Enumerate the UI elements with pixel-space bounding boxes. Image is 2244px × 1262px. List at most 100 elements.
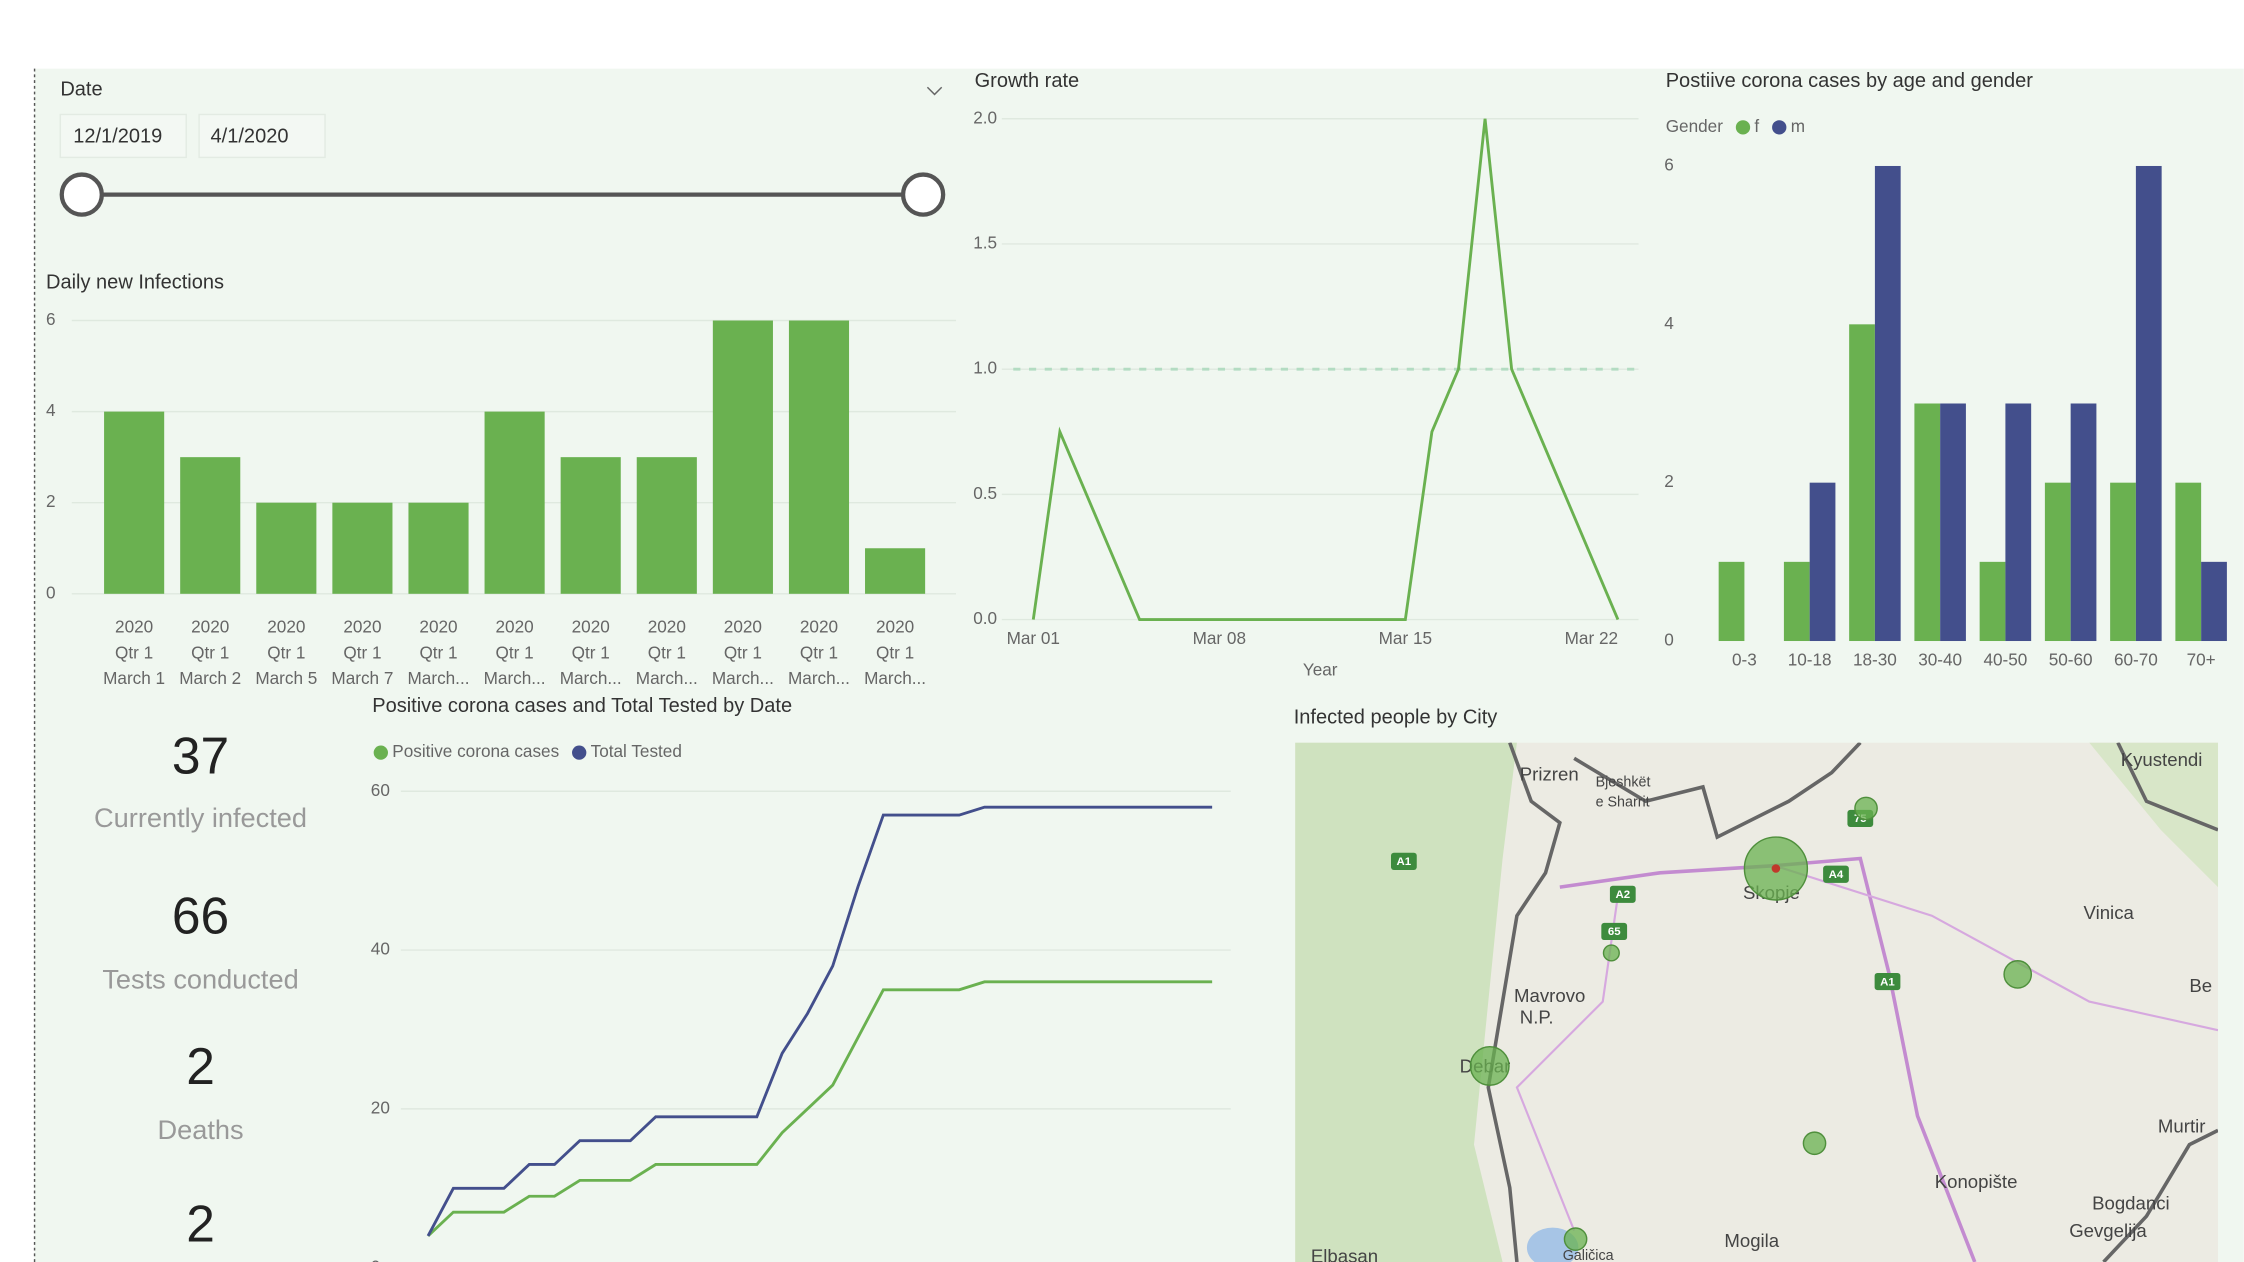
place-label: Mogila (1724, 1230, 1779, 1251)
legend-label: Total Tested (591, 741, 682, 761)
y-tick-label: 4 (1664, 313, 1674, 333)
place-label: N.P. (1520, 1007, 1554, 1028)
x-tick-label: 0-3 (1732, 650, 1757, 670)
road-shield (1601, 922, 1628, 941)
bar (332, 502, 393, 594)
slider-handle[interactable] (59, 172, 104, 217)
bar (1874, 165, 1901, 642)
y-tick-label: 2 (46, 491, 56, 511)
slider-handle[interactable] (900, 172, 946, 217)
x-tick-label: 2020 (115, 617, 153, 637)
end-input[interactable] (198, 113, 326, 159)
x-tick-label: Qtr 1 (267, 642, 305, 662)
place-label: Bogdanci (2092, 1193, 2170, 1214)
place-label: Murtir (2158, 1115, 2206, 1136)
x-tick-label: 2020 (419, 617, 457, 637)
start-input[interactable] (59, 113, 187, 159)
x-tick-label: Qtr 1 (724, 642, 762, 662)
x-tick-label: March 7 (331, 668, 393, 688)
city-bubble (1563, 1227, 1588, 1251)
bar (1914, 403, 1941, 642)
line (426, 805, 1213, 1237)
border (2102, 1128, 2219, 1262)
bar (2070, 403, 2097, 642)
chart-title: Daily new Infections (46, 272, 224, 294)
x-tick-label: Mar 15 (1379, 628, 1432, 648)
road-shield (1874, 972, 1901, 991)
bar (2135, 165, 2162, 642)
legend-label: f (1754, 116, 1759, 136)
chart-title: Postiive corona cases by age and gender (1666, 70, 2034, 92)
y-tick-label: 0.0 (973, 608, 997, 628)
x-tick-label: March... (560, 668, 622, 688)
x-tick-label: 10-18 (1788, 650, 1832, 670)
x-tick-label: March 2 (179, 668, 241, 688)
x-tick-label: 2020 (876, 617, 914, 637)
x-tick-label: March... (636, 668, 698, 688)
bar (560, 457, 621, 594)
x-tick-label: 18-30 (1853, 650, 1897, 670)
y-tick-label: 2 (1664, 471, 1674, 491)
x-tick-label: Qtr 1 (572, 642, 610, 662)
place-label: Be (2189, 975, 2212, 996)
legend-label: Positive corona cases (392, 741, 559, 761)
x-tick-label: 2020 (191, 617, 229, 637)
x-tick-label: Qtr 1 (419, 642, 457, 662)
x-tick-label: Qtr 1 (115, 642, 153, 662)
kpi-value: 2 (186, 1037, 215, 1095)
road-label: 75 (1854, 813, 1867, 825)
bar (2175, 482, 2202, 642)
start-date: 12/1/2019 (73, 126, 162, 148)
city-bubble (1802, 1131, 1827, 1156)
end-date: 4/1/2020 (211, 126, 289, 148)
y-tick-label: 0 (1664, 630, 1674, 650)
kpi-value: 37 (172, 726, 229, 784)
road-shield (1823, 865, 1849, 883)
bar (1940, 403, 1966, 642)
road (1559, 856, 1977, 1262)
x-tick-label: 2020 (572, 617, 610, 637)
x-tick-label: March... (788, 668, 850, 688)
legend-marker (373, 745, 388, 760)
bar (636, 457, 697, 594)
legend-marker (1772, 120, 1787, 135)
x-tick-label: March... (408, 668, 470, 688)
x-tick-label: Qtr 1 (496, 642, 534, 662)
bar (180, 457, 241, 594)
x-tick-label: 2020 (724, 617, 762, 637)
road-label: A4 (1829, 869, 1844, 881)
place-label: Elbasan (1311, 1246, 1378, 1262)
chart-title: Positive corona cases and Total Tested b… (372, 695, 792, 717)
y-tick-label: 60 (371, 780, 390, 800)
kpi-label: Tests conducted (102, 964, 298, 995)
road (1774, 864, 2219, 1032)
y-tick-label: 4 (46, 400, 56, 420)
slicer-title: Date (60, 78, 102, 100)
x-tick-label: March... (484, 668, 546, 688)
road-label: A2 (1615, 889, 1630, 901)
legend-label: m (1791, 116, 1805, 136)
x-tick-label: 60-70 (2114, 650, 2158, 670)
kpi-value: 66 (172, 887, 229, 945)
bar (1979, 561, 2006, 642)
place-label: Konopište (1935, 1171, 2018, 1192)
date-slicer[interactable]: Date 12/1/2019 4/1/2020 (59, 78, 946, 217)
road-shield (1390, 852, 1417, 870)
y-tick-label: 40 (371, 939, 390, 959)
chart-title: Infected people by City (1294, 707, 1498, 729)
bar (1849, 324, 1875, 642)
bar (408, 502, 469, 594)
y-tick-label: 1.5 (973, 232, 997, 252)
city-center (1771, 864, 1781, 873)
kpi-label: Deaths (157, 1114, 243, 1145)
x-tick-label: March 1 (103, 668, 165, 688)
bar (256, 502, 317, 594)
bar (2044, 482, 2071, 642)
x-tick-label: Qtr 1 (876, 642, 914, 662)
chevron[interactable] (926, 86, 943, 96)
y-tick-label: 0.5 (973, 483, 997, 503)
kpi-value: 2 (186, 1194, 215, 1252)
legend-title: Gender (1666, 116, 1724, 136)
